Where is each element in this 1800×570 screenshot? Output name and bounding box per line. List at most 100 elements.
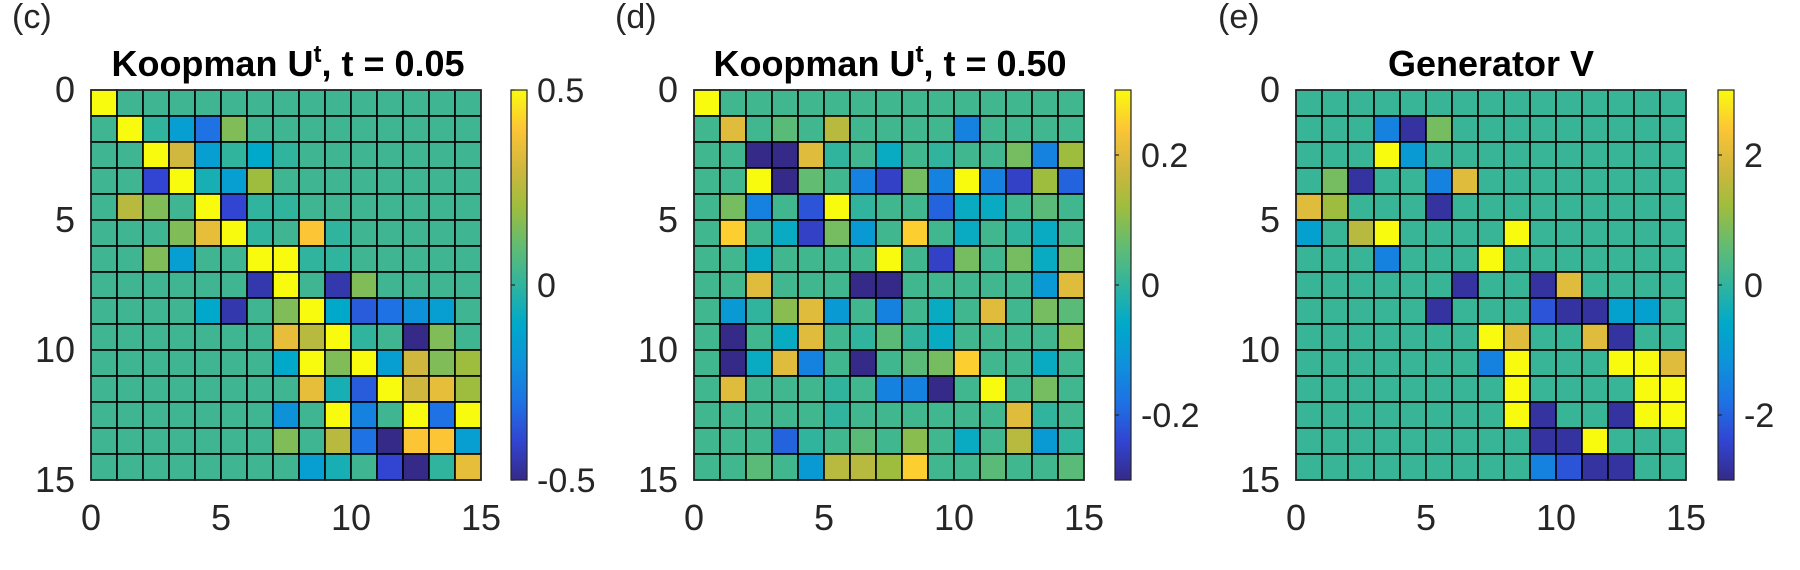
heatmap-cell xyxy=(168,193,196,221)
heatmap-cell xyxy=(90,349,118,377)
heatmap-cell xyxy=(1633,349,1661,377)
heatmap-cell xyxy=(1347,115,1375,143)
heatmap-cell xyxy=(1005,219,1033,247)
heatmap-cell xyxy=(116,323,144,351)
heatmap-cell xyxy=(1347,349,1375,377)
heatmap-cell xyxy=(324,401,352,429)
heatmap-cell xyxy=(402,375,430,403)
heatmap-cell xyxy=(927,401,955,429)
heatmap-cell xyxy=(142,427,170,455)
heatmap-cell xyxy=(272,89,300,117)
heatmap-cell xyxy=(168,245,196,273)
heatmap-cell xyxy=(454,427,482,455)
heatmap-cell xyxy=(927,297,955,325)
heatmap-cell xyxy=(454,89,482,117)
heatmap-cell xyxy=(1295,271,1323,299)
heatmap-cell xyxy=(168,115,196,143)
heatmap-cell xyxy=(927,193,955,221)
heatmap-cell xyxy=(1581,89,1609,117)
heatmap-cell xyxy=(1031,453,1059,481)
heatmap-cell xyxy=(1659,401,1687,429)
heatmap-cell xyxy=(1295,375,1323,403)
heatmap-cell xyxy=(1057,453,1085,481)
heatmap-cell xyxy=(823,401,851,429)
heatmap-cell xyxy=(454,401,482,429)
heatmap-cell xyxy=(1659,167,1687,195)
heatmap-cell xyxy=(246,297,274,325)
heatmap-cell xyxy=(428,115,456,143)
heatmap-cell xyxy=(402,427,430,455)
colorbar-e: 2 0 -2 xyxy=(1717,89,1774,481)
heatmap-cell xyxy=(693,323,721,351)
heatmap-cell xyxy=(1321,427,1349,455)
heatmap-cell xyxy=(1581,453,1609,481)
heatmap-cell xyxy=(324,167,352,195)
heatmap-cell xyxy=(953,245,981,273)
heatmap-cell xyxy=(272,401,300,429)
heatmap-cell xyxy=(797,193,825,221)
heatmap-cell xyxy=(875,427,903,455)
heatmap-cell xyxy=(1005,427,1033,455)
heatmap-cell xyxy=(1399,349,1427,377)
heatmap-cell xyxy=(168,349,196,377)
heatmap-cell xyxy=(1425,115,1453,143)
heatmap-cell xyxy=(168,297,196,325)
heatmap-cell xyxy=(1295,115,1323,143)
heatmap-cell xyxy=(901,453,929,481)
heatmap-cell xyxy=(272,297,300,325)
heatmap-cell xyxy=(1633,271,1661,299)
heatmap-cell xyxy=(194,193,222,221)
heatmap-cell xyxy=(927,427,955,455)
heatmap-cell xyxy=(1555,297,1583,325)
heatmap-cell xyxy=(1347,167,1375,195)
heatmap-cell xyxy=(1005,245,1033,273)
heatmap-cell xyxy=(1347,89,1375,117)
heatmap-cell xyxy=(1659,271,1687,299)
heatmap-cell xyxy=(823,323,851,351)
heatmap-cell xyxy=(1503,193,1531,221)
heatmap-cell xyxy=(220,349,248,377)
heatmap-cell xyxy=(1503,401,1531,429)
heatmap-cell xyxy=(116,349,144,377)
heatmap-cell xyxy=(823,89,851,117)
heatmap-cell xyxy=(719,245,747,273)
heatmap-cell xyxy=(324,453,352,481)
heatmap-cell xyxy=(823,297,851,325)
heatmap-cell xyxy=(168,141,196,169)
heatmap-cell xyxy=(1633,219,1661,247)
heatmap-cell xyxy=(1031,271,1059,299)
heatmap-cell xyxy=(1581,401,1609,429)
colorbar-tick-label: 0 xyxy=(537,267,556,305)
heatmap-cell xyxy=(246,167,274,195)
title-main-c: Koopman U xyxy=(111,43,313,84)
heatmap-cell xyxy=(719,89,747,117)
heatmap-cell xyxy=(849,115,877,143)
heatmap-cell xyxy=(901,115,929,143)
heatmap-cell xyxy=(90,245,118,273)
colorbar-d: 0.2 0 -0.2 xyxy=(1114,89,1200,481)
heatmap-cell xyxy=(1057,271,1085,299)
heatmap-cell xyxy=(927,89,955,117)
heatmap-cell xyxy=(428,219,456,247)
heatmap-cell xyxy=(272,323,300,351)
heatmap-cell xyxy=(116,375,144,403)
heatmap-cell xyxy=(849,219,877,247)
heatmap-cell xyxy=(693,89,721,117)
heatmap-cell xyxy=(1057,245,1085,273)
heatmap-cell xyxy=(979,271,1007,299)
heatmap-cell xyxy=(1451,323,1479,351)
heatmap-cell xyxy=(1659,141,1687,169)
heatmap-cell xyxy=(298,89,326,117)
heatmap-cell xyxy=(376,167,404,195)
heatmap-cell xyxy=(1005,89,1033,117)
heatmap-cell xyxy=(875,297,903,325)
heatmap-cell xyxy=(1295,245,1323,273)
heatmap-cell xyxy=(194,219,222,247)
y-tick-label: 15 xyxy=(1240,459,1280,500)
heatmap-cell xyxy=(350,167,378,195)
heatmap-cell xyxy=(1425,245,1453,273)
heatmap-cell xyxy=(745,427,773,455)
x-tick-label: 5 xyxy=(1416,497,1436,538)
heatmap-cell xyxy=(1529,167,1557,195)
